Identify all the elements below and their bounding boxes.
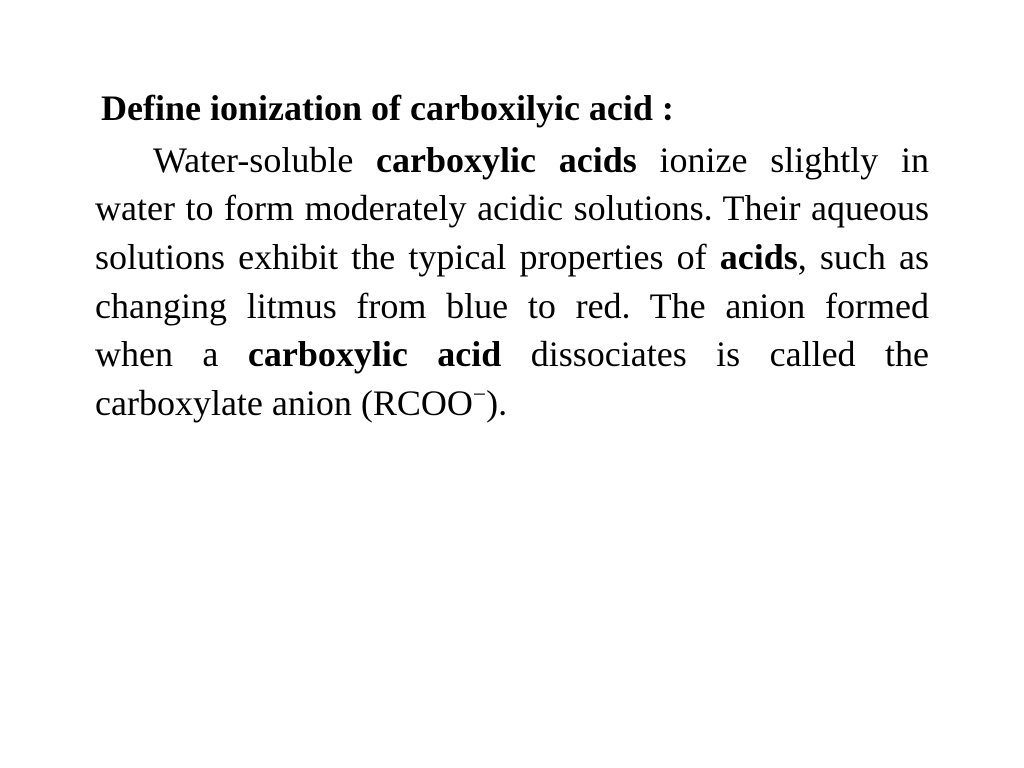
body-run-1: Water-soluble — [153, 140, 376, 180]
body-bold-1: carboxylic acids — [376, 140, 637, 180]
slide-body: Water-soluble carboxylic acids ionize sl… — [95, 136, 929, 428]
slide: Define ionization of carboxilyic acid : … — [0, 0, 1024, 768]
body-bold-2: acids — [720, 237, 798, 277]
body-run-5: ). — [486, 383, 507, 423]
body-bold-3: carboxylic acid — [248, 334, 501, 374]
slide-heading: Define ionization of carboxilyic acid : — [95, 85, 929, 132]
superscript-minus: − — [473, 382, 486, 408]
